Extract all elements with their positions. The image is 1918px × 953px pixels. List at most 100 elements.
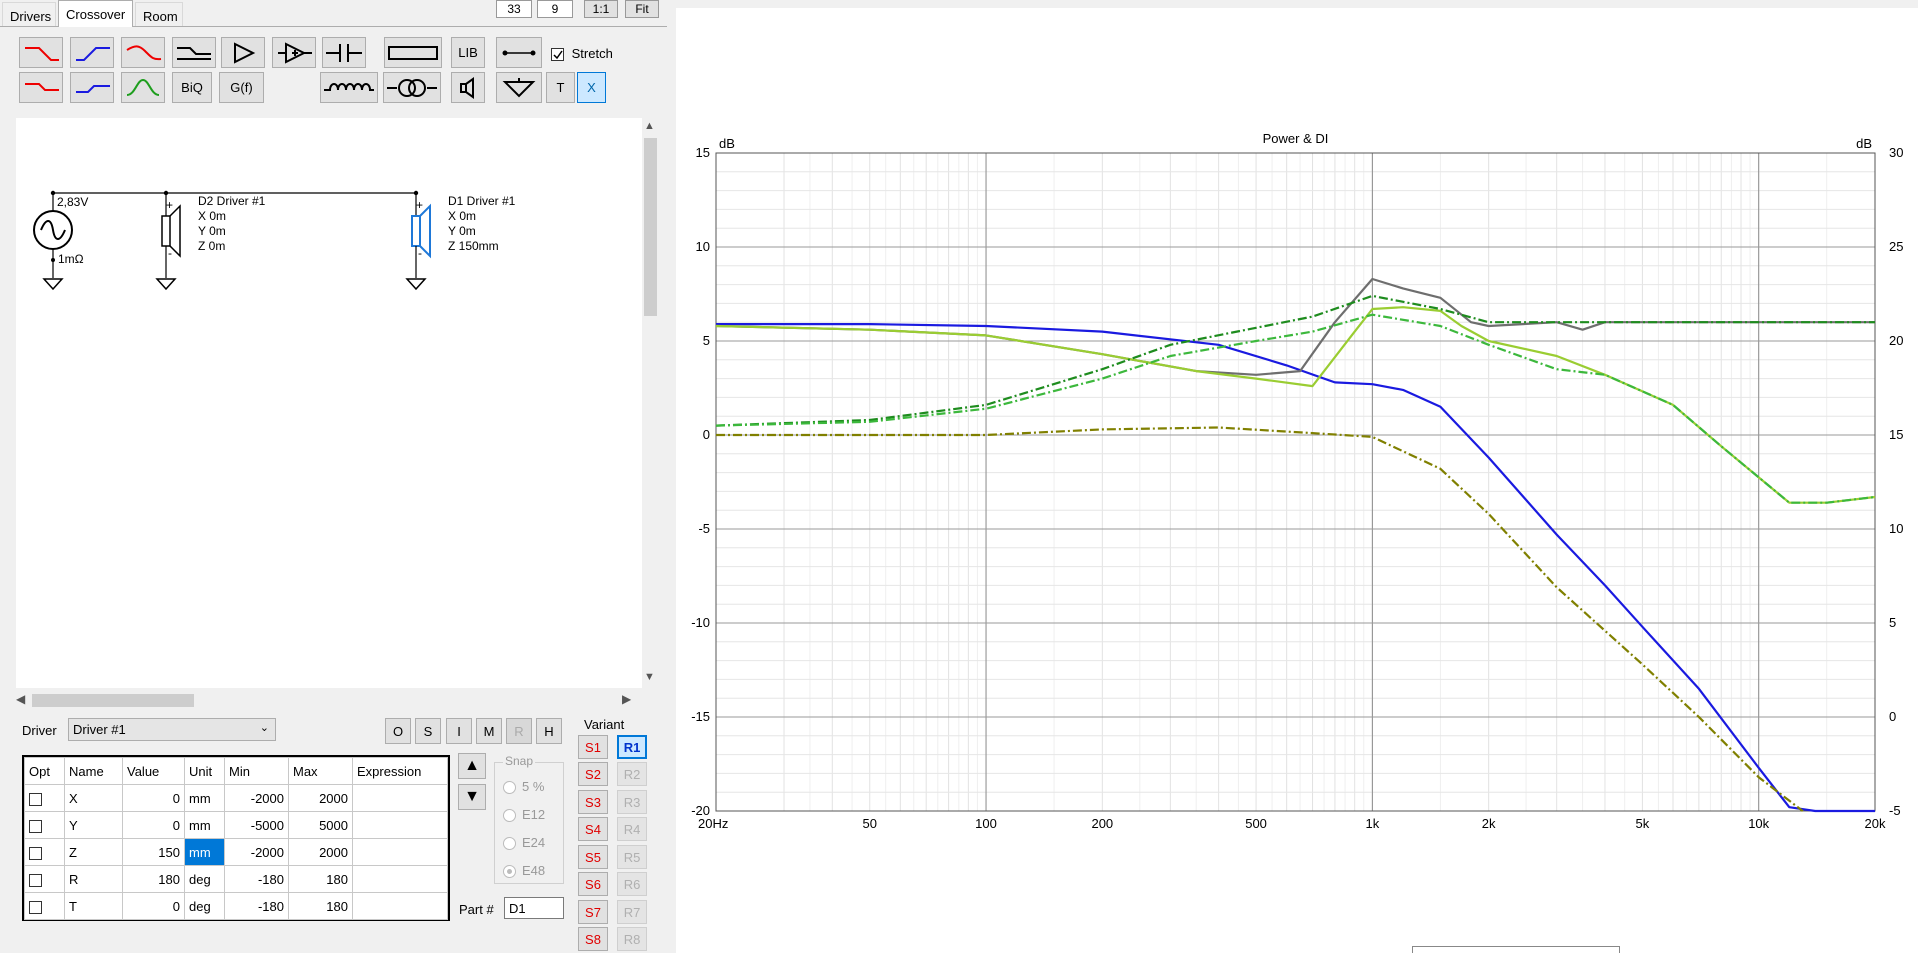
transformer-button[interactable]: [383, 72, 441, 103]
param-max[interactable]: 2000: [288, 838, 353, 866]
ground-button[interactable]: [496, 72, 542, 103]
param-max[interactable]: 5000: [288, 811, 353, 839]
table-row[interactable]: T 0 deg -180 180: [24, 892, 448, 920]
param-value[interactable]: 150: [122, 838, 185, 866]
lowpass-curve-button[interactable]: [121, 37, 165, 68]
source-voltage-label: 2,83V: [57, 195, 89, 209]
schematic-vertical-scrollbar[interactable]: ▲ ▼: [642, 118, 659, 688]
table-row[interactable]: Y 0 mm -5000 5000: [24, 811, 448, 839]
opt-checkbox[interactable]: [29, 846, 42, 860]
param-unit[interactable]: deg: [184, 865, 225, 893]
text-button[interactable]: T: [546, 72, 575, 103]
one-to-one-button[interactable]: 1:1: [584, 0, 618, 18]
param-max[interactable]: 2000: [288, 784, 353, 812]
speaker-button[interactable]: [451, 72, 485, 103]
schematic-canvas[interactable]: 2,83V 1mΩ + - D2 Driver #1 X 0m Y 0m Z 0…: [16, 118, 642, 688]
param-unit[interactable]: mm: [184, 784, 225, 812]
variant-r1-button[interactable]: R1: [617, 735, 647, 759]
table-row[interactable]: Z 150 mm -2000 2000: [24, 838, 448, 866]
scroll-down-icon[interactable]: ▼: [644, 671, 655, 683]
snap-option-5pct[interactable]: 5 %: [503, 779, 544, 795]
param-expression[interactable]: [352, 811, 448, 839]
param-expression[interactable]: [352, 838, 448, 866]
part-input[interactable]: D1: [504, 897, 564, 919]
inductor-button[interactable]: [320, 72, 378, 103]
x-button[interactable]: X: [577, 72, 606, 103]
variant-s4-button[interactable]: S4: [578, 817, 608, 841]
param-min[interactable]: -2000: [224, 784, 289, 812]
param-max[interactable]: 180: [288, 865, 353, 893]
highpass-blue-button[interactable]: [70, 37, 114, 68]
opt-checkbox[interactable]: [29, 792, 42, 806]
param-unit-selected[interactable]: mm: [184, 838, 225, 866]
param-max[interactable]: 180: [288, 892, 353, 920]
mode-m-button[interactable]: M: [476, 718, 502, 744]
tab-crossover[interactable]: Crossover: [58, 0, 133, 27]
variant-s7-button[interactable]: S7: [578, 900, 608, 924]
capacitor-button[interactable]: [322, 37, 366, 68]
param-min[interactable]: -180: [224, 892, 289, 920]
wire-button[interactable]: [496, 37, 542, 68]
param-value[interactable]: 180: [122, 865, 185, 893]
param-expression[interactable]: [352, 865, 448, 893]
opt-checkbox[interactable]: [29, 873, 42, 887]
vscroll-thumb[interactable]: [644, 138, 657, 316]
snap-option-e12[interactable]: E12: [503, 807, 545, 823]
bandpass-button[interactable]: [121, 72, 165, 103]
table-row[interactable]: X 0 mm -2000 2000: [24, 784, 448, 812]
variant-s8-button[interactable]: S8: [578, 927, 608, 951]
param-min[interactable]: -180: [224, 865, 289, 893]
zoom-value-1-field[interactable]: 33: [496, 0, 532, 18]
move-up-button[interactable]: ▲: [458, 753, 486, 779]
tab-drivers[interactable]: Drivers: [2, 2, 56, 26]
variant-s6-button[interactable]: S6: [578, 872, 608, 896]
bottom-tooltip: [1412, 946, 1620, 953]
variant-s5-button[interactable]: S5: [578, 845, 608, 869]
mode-i-button[interactable]: I: [446, 718, 472, 744]
param-min[interactable]: -2000: [224, 838, 289, 866]
tab-room[interactable]: Room: [135, 2, 183, 26]
param-value[interactable]: 0: [122, 892, 185, 920]
hscroll-thumb[interactable]: [32, 694, 194, 707]
param-value[interactable]: 0: [122, 811, 185, 839]
library-button[interactable]: LIB: [451, 37, 485, 68]
lowpass-red-button[interactable]: [19, 37, 63, 68]
mode-o-button[interactable]: O: [385, 718, 411, 744]
param-expression[interactable]: [352, 784, 448, 812]
highpass-2-button[interactable]: [70, 72, 114, 103]
shelf-button[interactable]: [172, 37, 216, 68]
power-di-chart[interactable]: 20Hz 50 100 200 500 1k 2k 5k 10k 20k151050-5-10-1…: [676, 8, 1918, 953]
zoom-value-2-field[interactable]: 9: [537, 0, 573, 18]
snap-option-e24[interactable]: E24: [503, 835, 545, 851]
buffer-amplifier-button[interactable]: [272, 37, 316, 68]
driver-select[interactable]: Driver #1 ⌄: [68, 718, 276, 741]
gf-button[interactable]: G(f): [219, 72, 264, 103]
move-down-button[interactable]: ▼: [458, 784, 486, 810]
param-unit[interactable]: mm: [184, 811, 225, 839]
scroll-left-icon[interactable]: ◀: [16, 692, 26, 706]
stretch-checkbox[interactable]: Stretch: [551, 46, 613, 62]
resistor-button[interactable]: [384, 37, 442, 68]
param-value[interactable]: 0: [122, 784, 185, 812]
opt-checkbox[interactable]: [29, 819, 42, 833]
variant-s2-button[interactable]: S2: [578, 762, 608, 786]
snap-option-e48[interactable]: E48: [503, 863, 545, 879]
scroll-up-icon[interactable]: ▲: [644, 120, 655, 132]
param-expression[interactable]: [352, 892, 448, 920]
schematic-horizontal-scrollbar[interactable]: ◀ ▶: [16, 692, 642, 709]
variant-s1-button[interactable]: S1: [578, 735, 608, 759]
variant-s3-button[interactable]: S3: [578, 790, 608, 814]
param-unit[interactable]: deg: [184, 892, 225, 920]
lowpass-2-button[interactable]: [19, 72, 63, 103]
biquad-button[interactable]: BiQ: [172, 72, 212, 103]
chart-panel[interactable]: 20Hz 50 100 200 500 1k 2k 5k 10k 20k 15 10 5 0 -5 -10 -1…: [676, 8, 1918, 953]
mode-h-button[interactable]: H: [536, 718, 562, 744]
fit-button[interactable]: Fit: [625, 0, 659, 18]
amplifier-button[interactable]: [221, 37, 265, 68]
table-row[interactable]: R 180 deg -180 180: [24, 865, 448, 893]
scroll-right-icon[interactable]: ▶: [622, 692, 632, 706]
opt-checkbox[interactable]: [29, 900, 42, 914]
mode-s-button[interactable]: S: [415, 718, 441, 744]
param-min[interactable]: -5000: [224, 811, 289, 839]
parameter-table[interactable]: Opt Name Value Unit Min Max Expression X…: [22, 755, 450, 921]
